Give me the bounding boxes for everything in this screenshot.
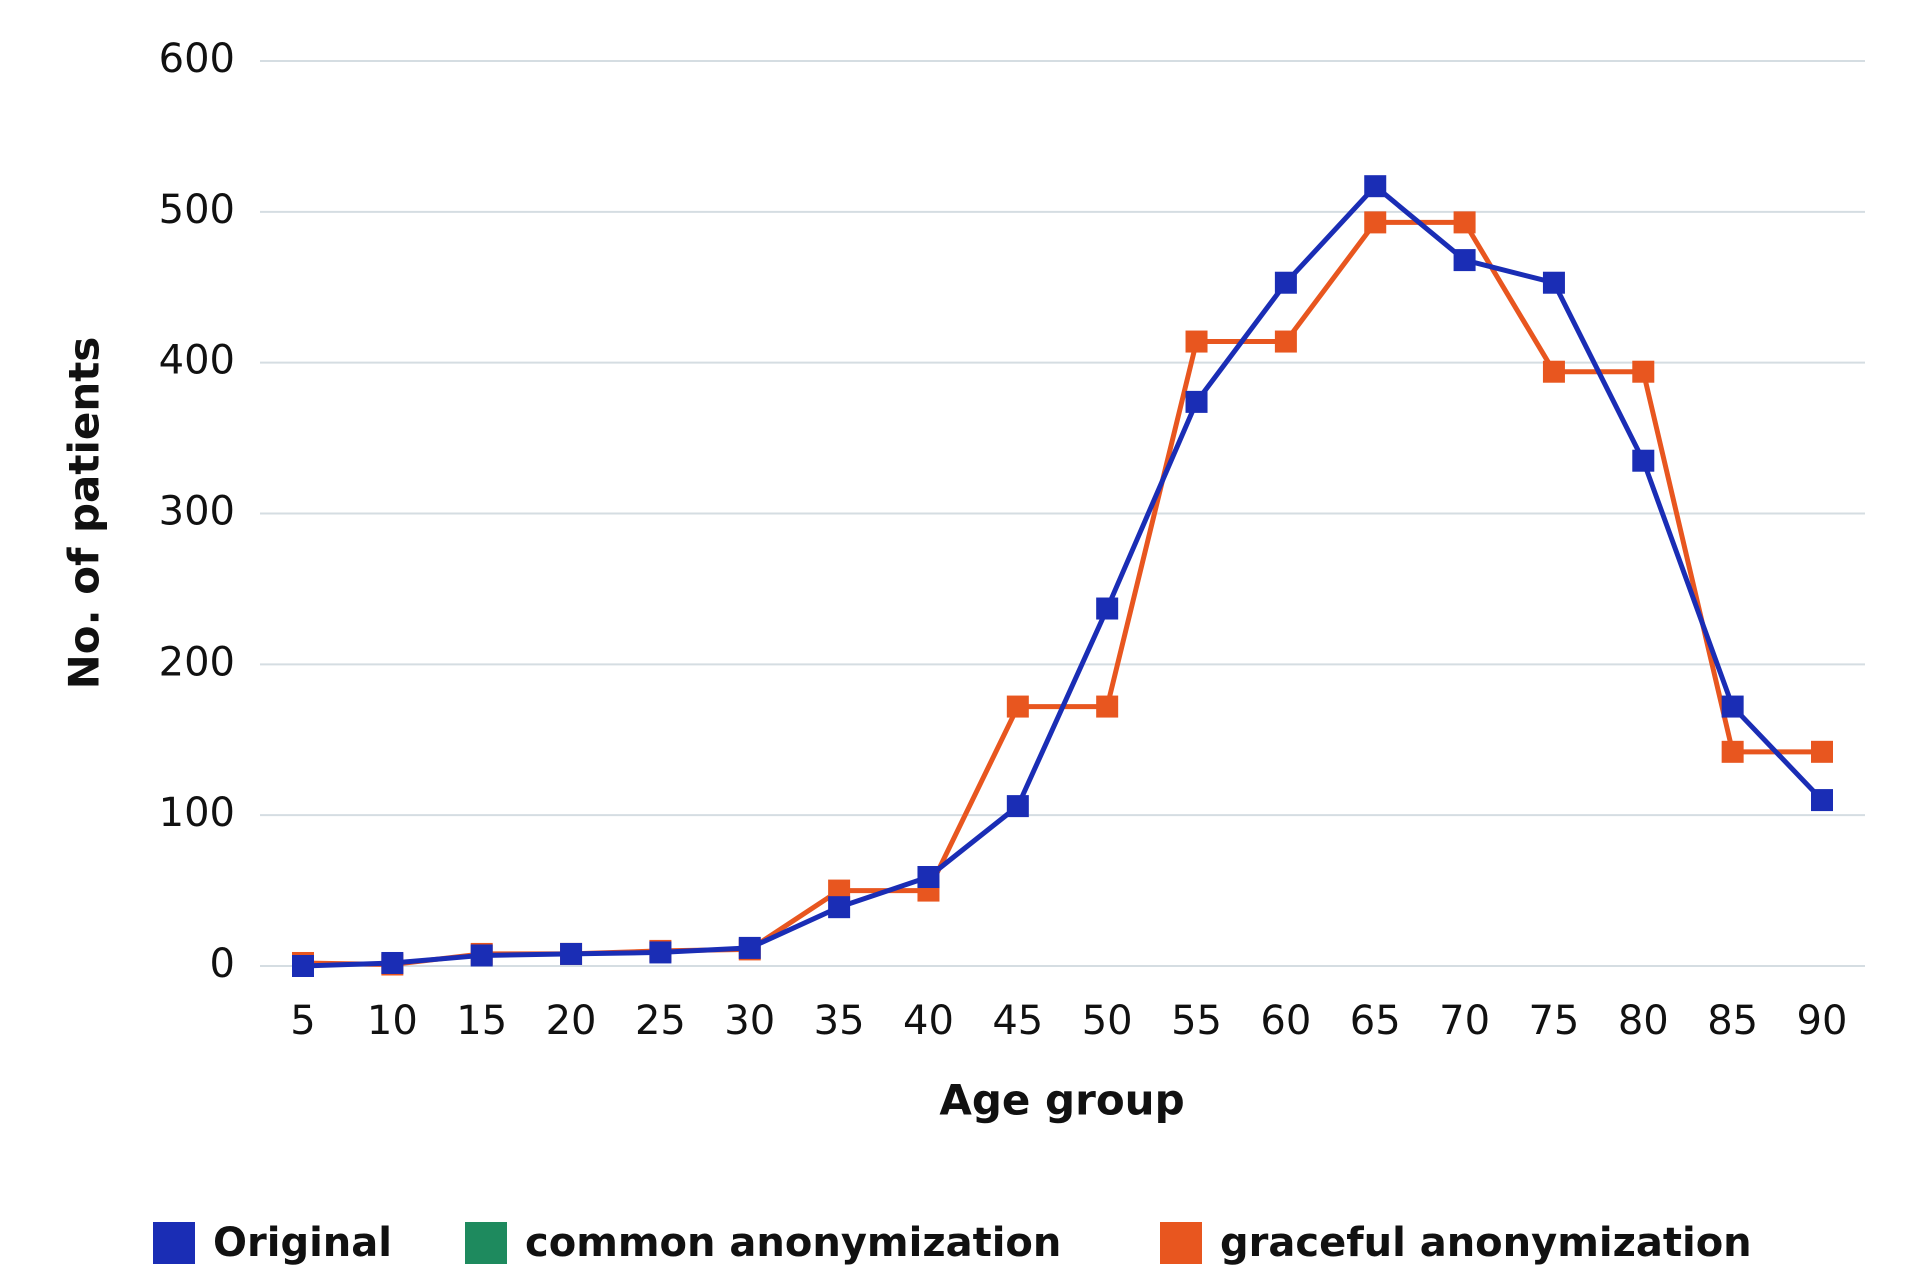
series-marker — [1453, 211, 1476, 234]
x-tick-label: 25 — [635, 998, 686, 1044]
y-tick-label: 300 — [159, 489, 235, 535]
x-tick-label: 90 — [1797, 998, 1848, 1044]
series-marker — [917, 866, 940, 889]
x-tick-label: 75 — [1528, 998, 1579, 1044]
x-tick-label: 40 — [903, 998, 954, 1044]
series-marker — [1542, 360, 1565, 383]
x-tick-label: 10 — [367, 998, 418, 1044]
series-marker — [1721, 695, 1744, 718]
x-tick-label: 45 — [992, 998, 1043, 1044]
y-tick-label: 100 — [159, 790, 235, 836]
x-tick-label: 20 — [546, 998, 597, 1044]
x-tick-label: 80 — [1618, 998, 1669, 1044]
series-marker — [1364, 211, 1387, 234]
series-marker — [1096, 597, 1119, 620]
x-tick-label: 65 — [1350, 998, 1401, 1044]
series-marker — [1006, 695, 1029, 718]
x-tick-label: 5 — [290, 998, 315, 1044]
series-marker — [828, 879, 851, 902]
series-marker — [1453, 249, 1476, 272]
x-tick-label: 60 — [1260, 998, 1311, 1044]
y-tick-label: 500 — [159, 187, 235, 233]
series-marker — [1632, 449, 1655, 472]
series-marker — [1364, 175, 1387, 198]
series-marker — [1274, 330, 1297, 353]
series-marker — [1632, 360, 1655, 383]
series-marker — [1096, 695, 1119, 718]
series-line — [302, 183, 1824, 969]
y-tick-label: 600 — [159, 36, 235, 82]
series-marker — [470, 944, 493, 967]
x-tick-label: 85 — [1707, 998, 1758, 1044]
legend-label: graceful anonymization — [1220, 1220, 1752, 1266]
legend-swatch — [465, 1222, 507, 1264]
series-marker — [381, 951, 404, 974]
series-marker — [738, 936, 761, 959]
x-axis-title: Age group — [939, 1076, 1184, 1125]
series-marker — [292, 955, 314, 977]
x-tick-label: 70 — [1439, 998, 1490, 1044]
series-marker — [1274, 271, 1297, 294]
series-marker — [560, 942, 583, 965]
series-marker — [828, 896, 851, 919]
x-tick-label: 15 — [456, 998, 507, 1044]
y-tick-label: 200 — [159, 639, 235, 685]
x-tick-label: 30 — [724, 998, 775, 1044]
series-marker — [1185, 390, 1208, 413]
legend-swatch — [153, 1222, 195, 1264]
x-tick-label: 35 — [814, 998, 865, 1044]
series-marker — [1721, 740, 1744, 763]
x-tick-label: 50 — [1082, 998, 1133, 1044]
y-axis-title: No. of patients — [60, 337, 109, 690]
series-marker — [1542, 271, 1565, 294]
series-line — [302, 219, 1822, 967]
y-tick-label: 0 — [210, 941, 235, 987]
legend-label: Original — [213, 1220, 392, 1266]
series-marker — [1185, 330, 1208, 353]
x-tick-label: 55 — [1171, 998, 1222, 1044]
y-tick-label: 400 — [159, 338, 235, 384]
series-marker — [649, 941, 672, 964]
series-marker — [1811, 789, 1833, 812]
series-marker — [1811, 740, 1833, 763]
series-marker — [1006, 795, 1029, 818]
legend-swatch — [1160, 1222, 1202, 1264]
legend-label: common anonymization — [525, 1220, 1061, 1266]
